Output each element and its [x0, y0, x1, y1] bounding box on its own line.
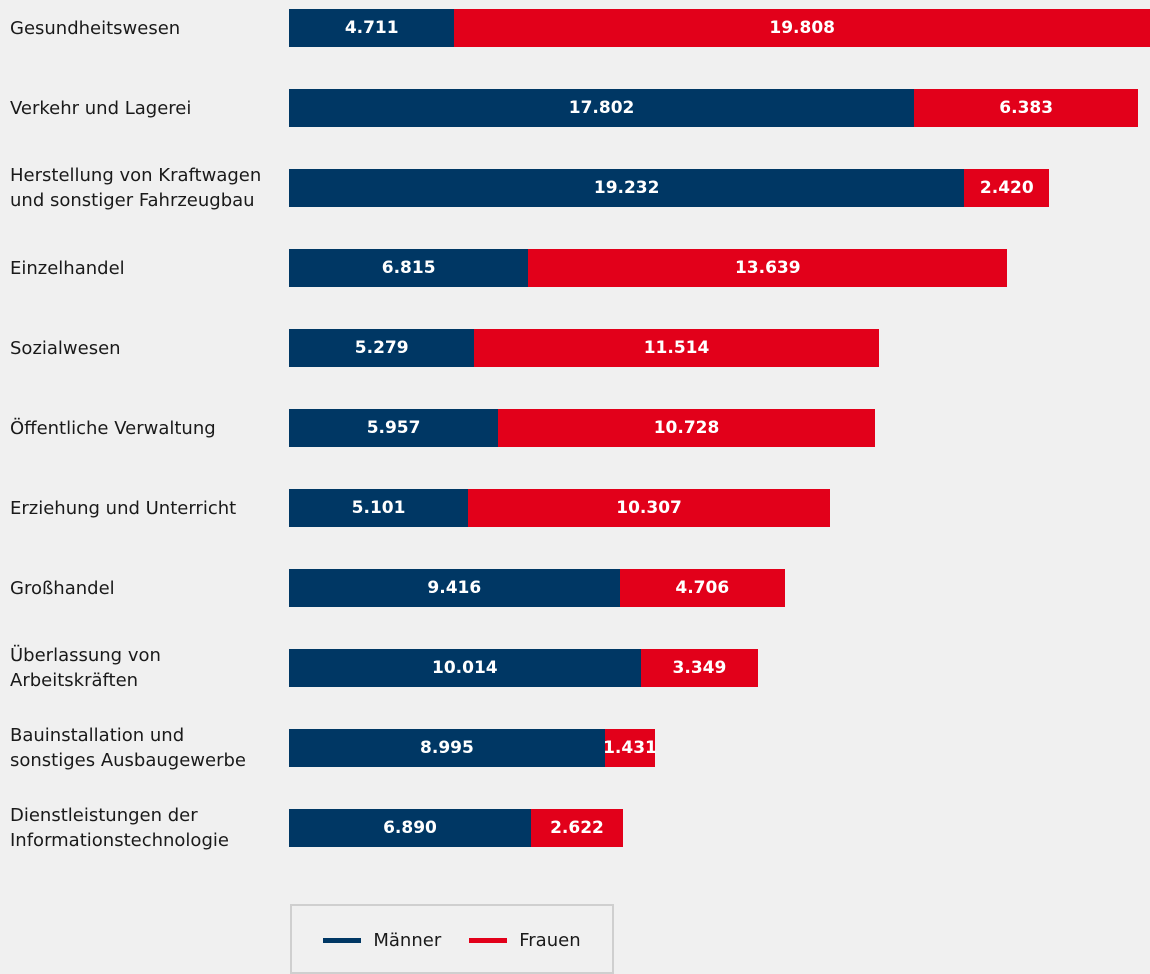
category-label: Gesundheitswesen [10, 9, 285, 47]
bar-maenner: 17.802 [289, 89, 915, 127]
bar-maenner: 9.416 [289, 569, 620, 607]
category-label-line: Gesundheitswesen [10, 17, 181, 39]
data-label: 9.416 [427, 578, 482, 598]
data-label: 10.728 [653, 418, 720, 438]
data-label: 13.639 [734, 258, 801, 278]
category-label: Überlassung von Arbeitskräften [10, 645, 285, 691]
data-label: 4.711 [344, 18, 399, 38]
legend-swatch-maenner [323, 938, 362, 943]
category-label: Dienstleistungen der Informationstechnolo… [10, 805, 285, 851]
category-label: Großhandel [10, 569, 285, 607]
category-label-line: Informationstechnologie [10, 830, 229, 851]
category-label-line: Einzelhandel [10, 257, 125, 279]
bar-frauen: 2.420 [964, 169, 1050, 207]
category-label: Bauinstallation und sonstiges Ausbaugewer… [10, 725, 285, 771]
data-label: 6.890 [383, 818, 437, 838]
data-label: 10.014 [432, 658, 498, 678]
category-label-line: Herstellung von Kraftwagen [10, 165, 262, 186]
category-label-line: Überlassung von [10, 645, 161, 666]
bar-maenner: 5.957 [289, 409, 499, 447]
bar-frauen: 11.514 [474, 329, 879, 367]
bar-frauen: 10.728 [498, 409, 875, 447]
legend-swatch-frauen [469, 938, 508, 943]
category-label-line: Arbeitskräften [10, 670, 139, 691]
bar-frauen: 1.431 [603, 729, 657, 767]
data-label: 4.706 [675, 578, 730, 598]
category-label-line: Bauinstallation und [10, 725, 185, 746]
bar-frauen: 6.383 [914, 89, 1139, 127]
bar-maenner: 5.101 [289, 489, 469, 527]
legend-label-frauen: Frauen [519, 930, 581, 951]
legend-item-frauen: Frauen [469, 930, 581, 951]
data-label: 6.815 [381, 258, 436, 278]
chart-legend: Männer Frauen [290, 904, 614, 974]
category-label-line: Erziehung und Unterricht [10, 497, 237, 519]
category-label-line: Sozialwesen [10, 337, 121, 359]
bar-frauen: 4.706 [619, 569, 785, 607]
legend-label-maenner: Männer [373, 930, 442, 951]
data-label: 19.232 [593, 178, 660, 198]
bar-frauen: 3.349 [640, 649, 759, 687]
bar-maenner: 8.995 [289, 729, 605, 767]
data-label: 1.431 [603, 738, 657, 758]
data-label: 6.383 [999, 98, 1054, 118]
category-label-line: Öffentliche Verwaltung [10, 417, 216, 439]
category-label: Erziehung und Unterricht [10, 489, 285, 527]
data-label: 11.514 [643, 338, 710, 358]
bar-maenner: 6.815 [289, 249, 529, 287]
data-label: 17.802 [568, 98, 635, 118]
category-label-line: Verkehr und Lagerei [10, 97, 192, 119]
category-label: Öffentliche Verwaltung [10, 409, 285, 447]
data-label: 19.808 [769, 18, 835, 38]
category-label-line: Dienstleistungen der [10, 805, 198, 826]
bar-maenner: 5.279 [289, 329, 475, 367]
data-label: 3.349 [672, 658, 727, 678]
bar-frauen: 2.622 [530, 809, 623, 847]
bar-frauen: 10.307 [468, 489, 831, 527]
data-label: 8.995 [420, 738, 474, 758]
category-label-line: Großhandel [10, 577, 115, 599]
bar-maenner: 6.890 [289, 809, 531, 847]
category-label-line: sonstiges Ausbaugewerbe [10, 750, 246, 771]
data-label: 5.279 [354, 338, 409, 358]
legend-item-maenner: Männer [323, 930, 441, 951]
category-label: Verkehr und Lagerei [10, 89, 285, 127]
category-label: Sozialwesen [10, 329, 285, 367]
data-label: 2.622 [550, 818, 604, 838]
data-label: 2.420 [979, 178, 1034, 198]
bar-frauen: 19.808 [454, 9, 1150, 47]
bar-frauen: 13.639 [528, 249, 1008, 287]
bar-maenner: 10.014 [289, 649, 641, 687]
category-label-line: und sonstiger Fahrzeugbau [10, 190, 255, 211]
bar-maenner: 4.711 [289, 9, 455, 47]
category-label: Herstellung von Kraftwagen und sonstiger … [10, 165, 285, 211]
bar-maenner: 19.232 [289, 169, 965, 207]
data-label: 5.101 [351, 498, 406, 518]
data-label: 5.957 [366, 418, 421, 438]
data-label: 10.307 [616, 498, 682, 518]
category-label: Einzelhandel [10, 249, 285, 287]
